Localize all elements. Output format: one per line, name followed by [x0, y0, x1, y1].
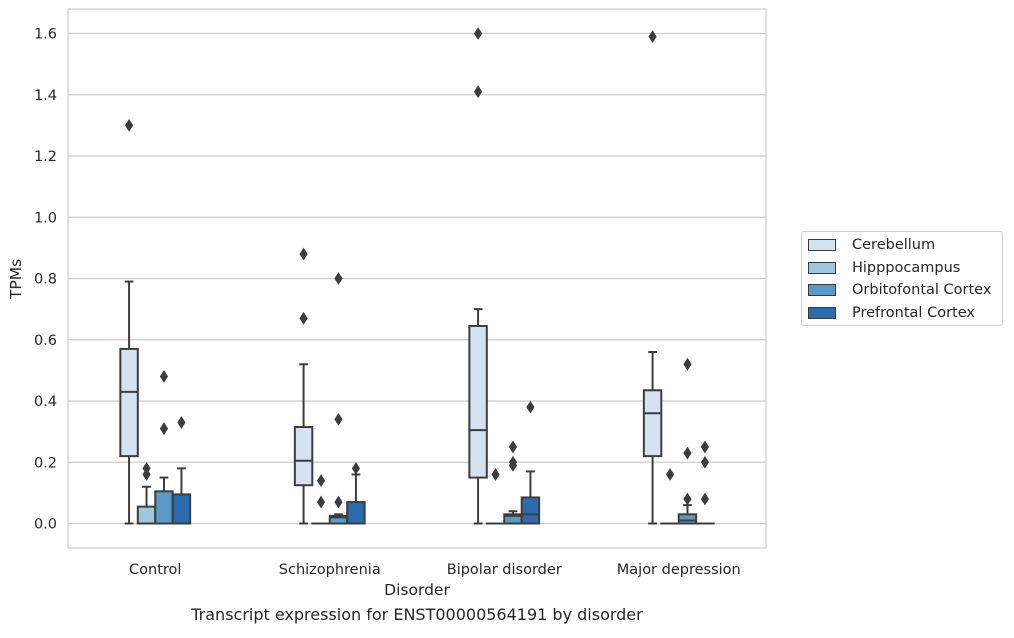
- outlier-point: [701, 457, 708, 468]
- box-prefrontal-cortex: [173, 417, 190, 524]
- y-tick-label: 1.2: [34, 149, 57, 165]
- legend-entry: Hipppocampus: [808, 258, 960, 278]
- outlier-point: [492, 469, 499, 480]
- box-orbitofontal-cortex: [504, 441, 521, 523]
- box-hipppocampus: [138, 463, 155, 524]
- x-tick-labels: Control Schizophrenia Bipolar disorder Majo…: [129, 562, 741, 578]
- y-axis-label: TPMs: [7, 259, 25, 300]
- outlier-point: [684, 494, 691, 505]
- y-tick-label: 0.8: [34, 272, 57, 288]
- box-body: [138, 507, 155, 524]
- y-tick-label: 1.6: [34, 27, 57, 43]
- outlier-point: [335, 273, 342, 284]
- box-orbitofontal-cortex: [155, 371, 172, 524]
- legend-label: Prefrontal Cortex: [852, 305, 975, 321]
- box-body: [120, 349, 137, 456]
- outlier-point: [509, 441, 516, 452]
- y-tick-label: 0.4: [34, 394, 57, 410]
- outlier-point: [126, 120, 133, 131]
- y-tick-label: 1.4: [34, 88, 57, 104]
- box-body: [522, 497, 539, 523]
- y-tick-labels: 0.0 0.2 0.4 0.6 0.8 1.0 1.2 1.4 1.6: [34, 27, 57, 533]
- box-body: [679, 514, 696, 523]
- x-axis-label: Disorder: [384, 581, 450, 599]
- box-orbitofontal-cortex: [330, 273, 347, 524]
- legend-entry: Orbitofontal Cortex: [808, 280, 991, 300]
- legend-label: Cerebellum: [852, 237, 935, 253]
- box-hipppocampus: [312, 475, 329, 523]
- x-tick-label: Bipolar disorder: [447, 562, 562, 578]
- legend: Cerebellum Hipppocampus Orbitofontal Corte…: [801, 231, 1003, 326]
- outlier-point: [178, 417, 185, 428]
- x-tick-label: Control: [129, 562, 181, 578]
- box-cerebellum: [120, 120, 137, 524]
- boxes: [120, 28, 713, 524]
- outlier-point: [684, 448, 691, 459]
- box-prefrontal-cortex: [347, 463, 364, 524]
- outlier-point: [352, 463, 359, 474]
- outlier-point: [335, 497, 342, 508]
- box-body: [644, 390, 661, 456]
- outlier-point: [701, 441, 708, 452]
- box-hipppocampus: [661, 469, 678, 524]
- outlier-point: [300, 249, 307, 260]
- legend-label: Hipppocampus: [852, 260, 960, 276]
- box-body: [155, 491, 172, 523]
- outlier-point: [475, 86, 482, 97]
- legend-swatch: [808, 284, 836, 296]
- outlier-point: [667, 469, 674, 480]
- box-orbitofontal-cortex: [679, 359, 696, 524]
- box-cerebellum: [295, 249, 312, 524]
- box-body: [347, 502, 364, 523]
- legend-swatch: [808, 307, 836, 319]
- box-hipppocampus: [487, 469, 504, 524]
- box-cerebellum: [644, 31, 661, 523]
- outlier-point: [701, 494, 708, 505]
- outlier-point: [649, 31, 656, 42]
- x-tick-label: Major depression: [617, 562, 741, 578]
- box-body: [469, 326, 486, 478]
- y-tick-label: 0.2: [34, 455, 57, 471]
- outlier-point: [684, 359, 691, 370]
- box-prefrontal-cortex: [696, 441, 713, 523]
- legend-entry: Cerebellum: [808, 235, 935, 255]
- outlier-point: [335, 414, 342, 425]
- box-body: [173, 494, 190, 523]
- legend-swatch: [808, 262, 836, 274]
- outlier-point: [318, 497, 325, 508]
- outlier-point: [160, 423, 167, 434]
- legend-swatch: [808, 239, 836, 251]
- outlier-point: [527, 402, 534, 413]
- box-cerebellum: [469, 28, 486, 524]
- chart-caption: Transcript expression for ENST0000056419…: [0, 605, 834, 624]
- legend-entry: Prefrontal Cortex: [808, 303, 975, 323]
- outlier-point: [475, 28, 482, 39]
- y-tick-label: 0.0: [34, 517, 57, 533]
- outlier-point: [318, 475, 325, 486]
- outlier-point: [300, 313, 307, 324]
- x-tick-label: Schizophrenia: [279, 562, 381, 578]
- legend-label: Orbitofontal Cortex: [852, 282, 991, 298]
- y-tick-label: 0.6: [34, 333, 57, 349]
- outlier-point: [160, 371, 167, 382]
- box-body: [295, 427, 312, 485]
- y-tick-label: 1.0: [34, 210, 57, 226]
